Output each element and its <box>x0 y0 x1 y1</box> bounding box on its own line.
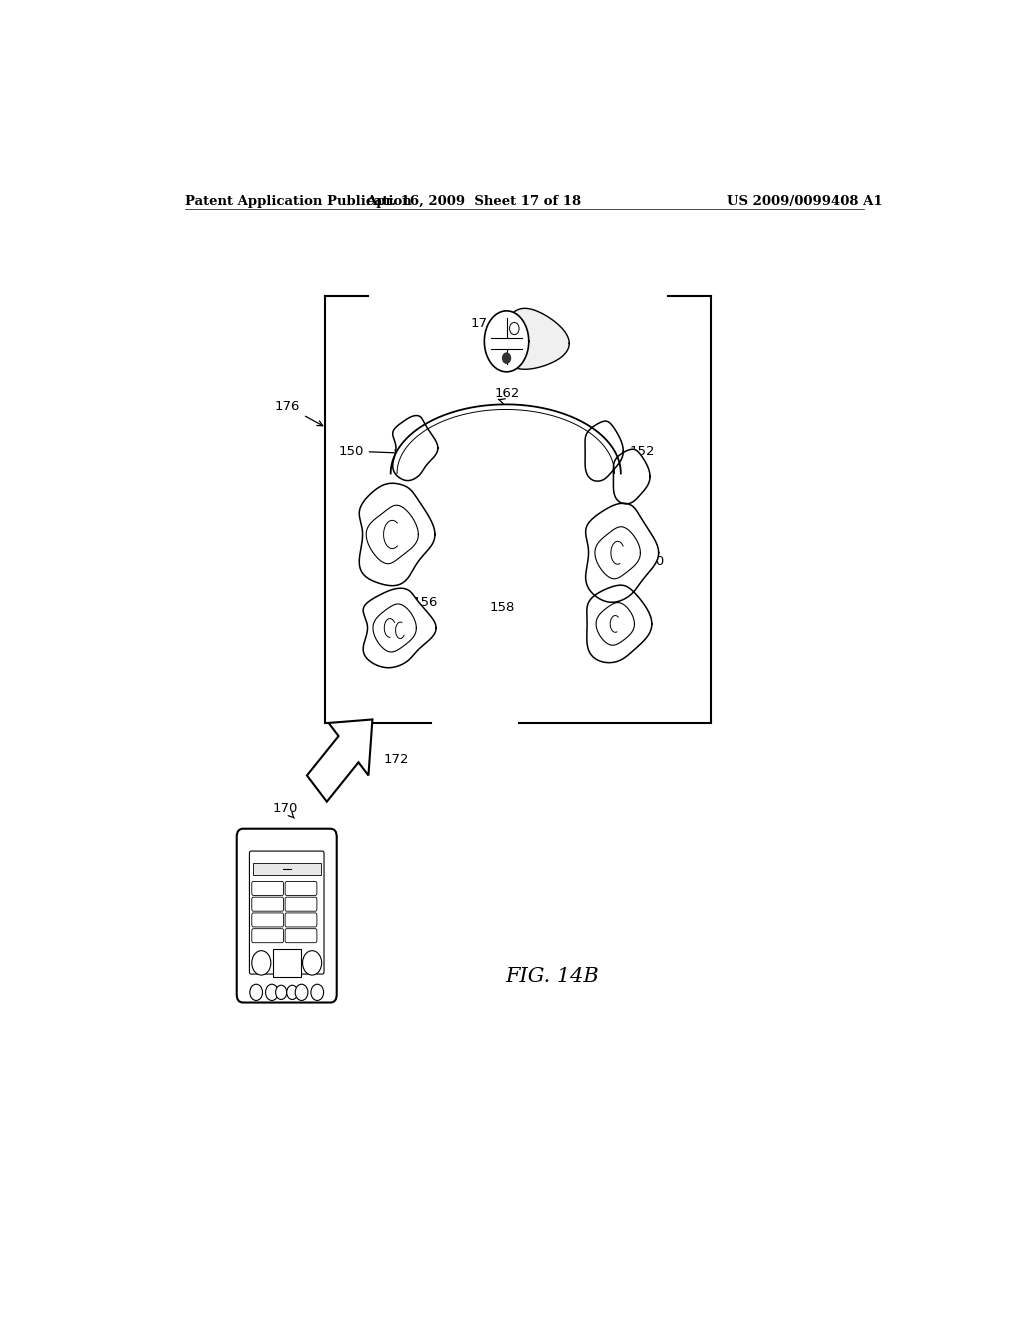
Circle shape <box>250 985 262 1001</box>
Text: 170: 170 <box>272 803 298 818</box>
Text: 162: 162 <box>495 387 520 400</box>
Text: US 2009/0099408 A1: US 2009/0099408 A1 <box>727 194 883 207</box>
Circle shape <box>252 950 270 975</box>
Text: Patent Application Publication: Patent Application Publication <box>185 194 412 207</box>
Text: 158: 158 <box>489 601 514 614</box>
FancyBboxPatch shape <box>252 913 284 927</box>
Circle shape <box>287 985 298 999</box>
Circle shape <box>295 985 308 1001</box>
Text: Apr. 16, 2009  Sheet 17 of 18: Apr. 16, 2009 Sheet 17 of 18 <box>366 194 581 207</box>
Bar <box>253 863 321 875</box>
Circle shape <box>265 985 279 1001</box>
Text: 156: 156 <box>412 595 437 609</box>
Circle shape <box>303 950 322 975</box>
FancyBboxPatch shape <box>285 898 316 911</box>
FancyBboxPatch shape <box>285 913 316 927</box>
FancyBboxPatch shape <box>252 898 284 911</box>
Polygon shape <box>500 309 569 370</box>
Text: 152: 152 <box>606 445 655 462</box>
Text: 172: 172 <box>384 754 409 766</box>
Polygon shape <box>484 312 528 372</box>
Text: 150: 150 <box>338 445 400 458</box>
Polygon shape <box>359 483 435 586</box>
FancyBboxPatch shape <box>237 829 337 1002</box>
Circle shape <box>510 322 519 335</box>
Polygon shape <box>364 589 436 668</box>
Text: 174: 174 <box>471 317 500 334</box>
Text: FIG. 14B: FIG. 14B <box>506 968 599 986</box>
Text: 176: 176 <box>274 400 323 426</box>
FancyBboxPatch shape <box>250 851 324 974</box>
Polygon shape <box>307 719 373 801</box>
FancyBboxPatch shape <box>252 882 284 895</box>
Circle shape <box>275 985 287 999</box>
Polygon shape <box>585 421 624 482</box>
Polygon shape <box>613 449 650 504</box>
Polygon shape <box>393 416 438 480</box>
Circle shape <box>503 352 511 363</box>
Bar <box>272 949 301 977</box>
FancyBboxPatch shape <box>285 882 316 895</box>
Polygon shape <box>587 585 652 663</box>
Circle shape <box>311 985 324 1001</box>
FancyBboxPatch shape <box>252 929 284 942</box>
Text: 160: 160 <box>640 554 666 568</box>
FancyBboxPatch shape <box>285 929 316 942</box>
Polygon shape <box>586 503 658 602</box>
